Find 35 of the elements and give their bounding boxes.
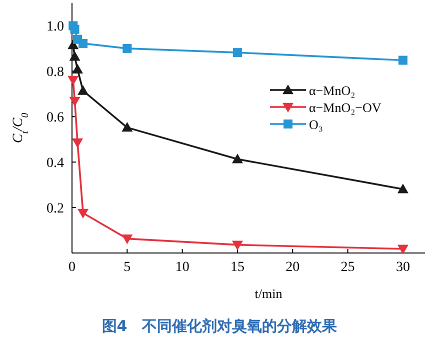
point	[78, 85, 89, 95]
point	[69, 51, 80, 61]
point	[78, 208, 89, 218]
legend-label: O₃	[309, 117, 323, 132]
text: 图4 不同催化剂对臭氧的分解效果	[102, 317, 338, 335]
point	[232, 48, 242, 58]
x-axis-title: t/min	[254, 286, 283, 301]
point	[72, 138, 84, 148]
point	[122, 44, 132, 53]
point	[78, 38, 88, 48]
point	[398, 56, 408, 65]
y-tick-label: 1.0	[46, 20, 64, 35]
y-tick-label: 0.2	[46, 202, 64, 217]
point	[69, 96, 80, 106]
point	[232, 240, 243, 250]
x-tick-label: 20	[286, 260, 300, 275]
x-tick-label: 0	[68, 260, 76, 275]
x-tick-label: 15	[230, 260, 244, 275]
point	[122, 234, 133, 244]
x-tick-label: 30	[396, 260, 410, 275]
point	[397, 184, 408, 194]
point	[122, 122, 133, 132]
x-tick-label: 5	[124, 260, 131, 275]
y-tick-label: 0.4	[46, 156, 64, 172]
y-tick-label: 0.6	[46, 110, 64, 126]
point	[232, 154, 243, 164]
x-tick-label: 10	[175, 260, 190, 275]
x-tick-label: 25	[340, 260, 355, 275]
legend-label: α−MnO₂	[309, 83, 356, 98]
legend-label: α−MnO₂−OV	[309, 100, 382, 115]
y-tick-label: 0.8	[46, 65, 64, 80]
point	[397, 244, 408, 254]
point	[72, 64, 84, 74]
point	[70, 24, 80, 34]
point	[68, 76, 79, 86]
